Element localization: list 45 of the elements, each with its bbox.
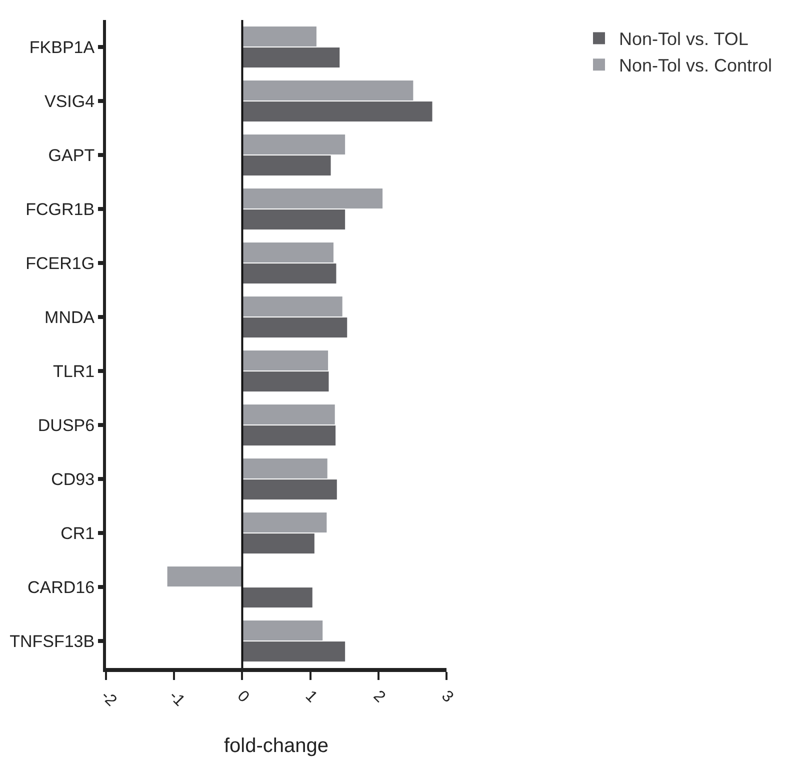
y-tick-label: GAPT [48, 146, 95, 165]
bar [242, 264, 336, 284]
y-tick-label: MNDA [44, 308, 96, 327]
y-tick-label: CR1 [60, 524, 95, 543]
bar [242, 534, 314, 554]
bar [242, 426, 336, 446]
x-tick-label: 1 [302, 688, 320, 706]
y-tick-label: DUSP6 [38, 416, 95, 435]
x-tick-label: 2 [370, 688, 388, 706]
legend-label: Non-Tol vs. TOL [619, 29, 748, 50]
bar [242, 350, 328, 370]
x-tick-label: -1 [166, 688, 188, 710]
bar [242, 458, 328, 478]
bar [242, 620, 323, 640]
y-tick-label: VSIG4 [44, 92, 95, 111]
x-tick-label: -2 [98, 688, 120, 710]
bar [242, 242, 334, 262]
y-tick-label: FCGR1B [26, 200, 95, 219]
legend-label: Non-Tol vs. Control [619, 56, 772, 76]
x-axis-title: fold-change [224, 734, 329, 757]
y-tick-label: CARD16 [28, 578, 95, 597]
bar [242, 188, 383, 208]
bar [242, 372, 329, 392]
bar [242, 48, 340, 68]
bar [242, 642, 346, 662]
bar [242, 296, 342, 316]
bar [242, 156, 331, 176]
bar [242, 80, 414, 100]
bar [242, 26, 316, 46]
y-tick-label: FCER1G [26, 254, 95, 273]
y-tick-label: CD93 [51, 470, 95, 489]
y-tick-label: TLR1 [53, 362, 95, 381]
bar [242, 102, 432, 122]
bar [242, 480, 337, 500]
bar [242, 404, 335, 424]
bar [242, 134, 346, 154]
bar [242, 318, 348, 338]
x-tick-label: 3 [438, 688, 456, 706]
bar [242, 588, 312, 608]
y-tick-label: TNFSF13B [10, 632, 95, 651]
bar [242, 512, 327, 532]
x-tick-label: 0 [234, 688, 252, 706]
bar [242, 210, 346, 230]
bar [167, 566, 242, 586]
y-tick-label: FKBP1A [29, 38, 96, 57]
